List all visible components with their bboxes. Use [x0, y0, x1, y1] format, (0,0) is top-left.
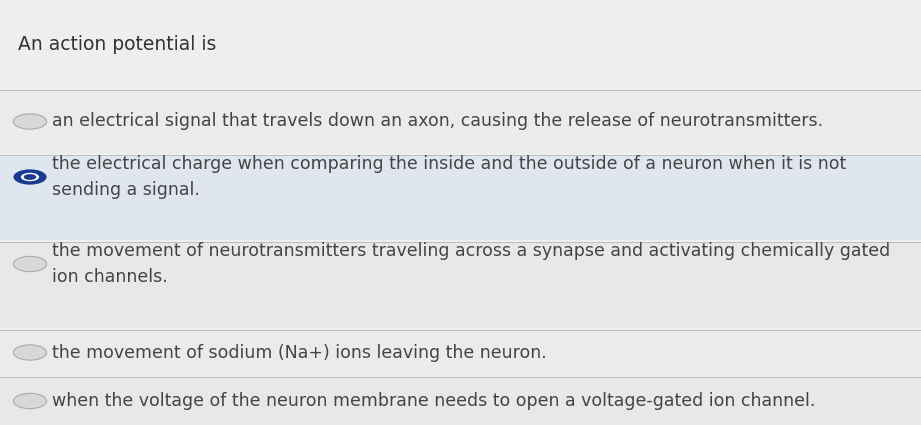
- Text: the movement of sodium (Na+) ions leaving the neuron.: the movement of sodium (Na+) ions leavin…: [52, 343, 547, 362]
- Circle shape: [14, 345, 47, 360]
- FancyBboxPatch shape: [0, 155, 921, 240]
- Circle shape: [14, 169, 47, 184]
- FancyBboxPatch shape: [0, 242, 921, 328]
- FancyBboxPatch shape: [0, 90, 921, 153]
- Circle shape: [14, 114, 47, 129]
- Circle shape: [14, 394, 47, 409]
- Circle shape: [14, 256, 47, 272]
- Text: an electrical signal that travels down an axon, causing the release of neurotran: an electrical signal that travels down a…: [52, 113, 823, 130]
- FancyBboxPatch shape: [0, 377, 921, 425]
- FancyBboxPatch shape: [0, 330, 921, 375]
- Text: the movement of neurotransmitters traveling across a synapse and activating chem: the movement of neurotransmitters travel…: [52, 242, 891, 286]
- FancyBboxPatch shape: [0, 0, 921, 88]
- Text: when the voltage of the neuron membrane needs to open a voltage-gated ion channe: when the voltage of the neuron membrane …: [52, 392, 815, 410]
- Circle shape: [24, 174, 36, 180]
- Circle shape: [21, 173, 39, 181]
- Text: the electrical charge when comparing the inside and the outside of a neuron when: the electrical charge when comparing the…: [52, 155, 846, 199]
- Text: An action potential is: An action potential is: [18, 34, 216, 54]
